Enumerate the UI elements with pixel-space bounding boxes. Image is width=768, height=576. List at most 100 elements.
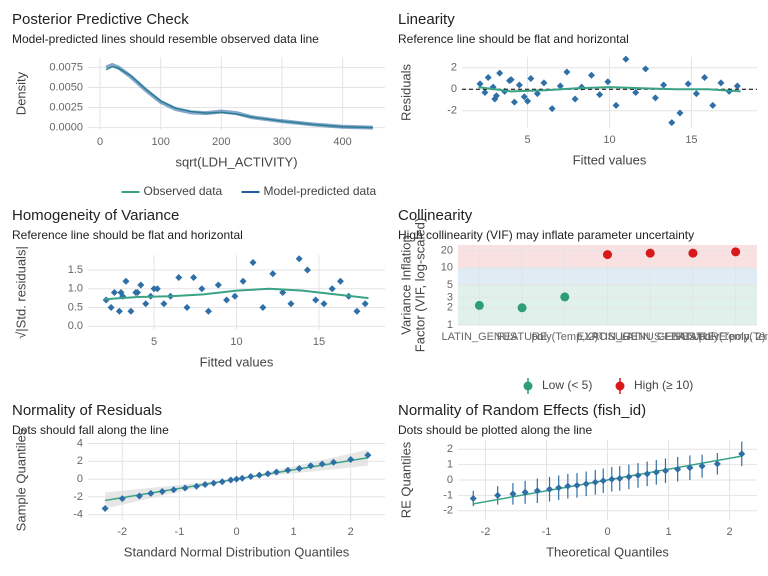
y-axis-label: Sample Quantiles: [13, 428, 28, 531]
point: [634, 471, 642, 479]
panel-subtitle: High collinearity (VIF) may inflate para…: [398, 228, 694, 242]
point: [582, 480, 590, 488]
smooth-line: [478, 86, 741, 93]
point: [247, 472, 255, 480]
point: [573, 481, 581, 489]
point: [622, 55, 630, 63]
point: [738, 450, 746, 458]
point: [509, 490, 517, 498]
x-tick-label: 200: [212, 136, 230, 148]
point: [587, 71, 595, 79]
y-tick-label: 1: [447, 319, 453, 331]
point: [632, 89, 640, 96]
point: [713, 460, 721, 468]
point: [701, 73, 709, 81]
x-tick-label: 5: [524, 134, 530, 146]
point: [255, 471, 263, 479]
point: [692, 90, 700, 98]
point: [668, 119, 676, 127]
y-axis-label: Factor (VIF, log-scaled): [412, 218, 427, 352]
y-axis-label: Density: [13, 71, 28, 115]
point: [533, 487, 541, 495]
point: [527, 75, 535, 83]
x-tick-label: 10: [230, 336, 242, 348]
panel-subtitle: Reference line should be flat and horizo…: [12, 228, 243, 242]
y-tick-label: 2: [451, 62, 457, 74]
point: [115, 307, 123, 315]
x-tick-label: 2: [726, 526, 732, 538]
point: [491, 95, 499, 103]
point: [651, 94, 659, 102]
point: [272, 468, 280, 476]
point: [214, 281, 222, 289]
point: [193, 482, 201, 490]
point: [556, 82, 564, 90]
point: [150, 285, 158, 293]
point: [210, 479, 218, 487]
point: [295, 255, 303, 263]
point: [564, 482, 572, 490]
point: [661, 467, 669, 475]
point: [110, 289, 118, 296]
x-tick-label: LATIN_GENUS:FEATURE: [586, 331, 715, 343]
vif-point: [645, 248, 655, 258]
panel-title: Normality of Residuals: [12, 402, 162, 419]
y-tick-label: 20: [441, 244, 453, 256]
y-tick-label: 2: [447, 302, 453, 314]
y-axis-label: Residuals: [398, 63, 413, 121]
x-tick-label: -2: [117, 526, 127, 538]
panel-title: Homogeneity of Variance: [12, 207, 179, 224]
point: [476, 80, 484, 88]
x-tick-label: 15: [313, 336, 325, 348]
point: [684, 80, 692, 88]
x-tick-label: EXPOSURE: [577, 331, 638, 343]
point: [330, 458, 338, 466]
point: [336, 277, 344, 285]
point: [521, 488, 529, 496]
point: [231, 292, 239, 300]
x-tick-label: LATIN_GENUS: [442, 331, 518, 343]
point: [555, 484, 563, 492]
point: [625, 473, 633, 481]
point: [117, 289, 125, 296]
point: [204, 307, 212, 315]
y-tick-label: 1: [447, 459, 453, 471]
point: [183, 304, 191, 311]
x-axis-label: Fitted values: [573, 152, 647, 167]
x-tick-label: 2: [348, 526, 354, 538]
point: [158, 488, 166, 496]
point: [481, 89, 489, 96]
point: [227, 476, 235, 484]
y-tick-label: 1.0: [68, 283, 83, 295]
density-line: [105, 65, 373, 129]
y-tick-label: 2: [77, 455, 83, 467]
y-tick-label: 0.0025: [49, 101, 83, 113]
vif-point: [731, 247, 741, 257]
point: [496, 69, 504, 77]
point: [137, 281, 145, 289]
point: [546, 485, 554, 493]
point: [733, 82, 741, 90]
y-tick-label: 0: [447, 474, 453, 486]
y-tick-label: -1: [443, 489, 453, 501]
point: [652, 468, 660, 476]
x-tick-label: FEATURE: [497, 331, 548, 343]
y-tick-label: 0.0: [68, 320, 83, 332]
y-tick-label: 0: [77, 473, 83, 485]
x-tick-label: 100: [152, 136, 170, 148]
point: [307, 462, 315, 470]
reference-line: [473, 455, 742, 505]
panel-title: Collinearity: [398, 207, 473, 224]
x-tick-label: 10: [603, 134, 615, 146]
x-axis-label: Fitted values: [200, 354, 274, 369]
x-axis-label: Theoretical Quantiles: [546, 544, 669, 559]
panel-title: Posterior Predictive Check: [12, 11, 189, 28]
point: [320, 300, 328, 308]
y-tick-label: 3: [447, 292, 453, 304]
panel-subtitle: Reference line should be flat and horizo…: [398, 32, 629, 46]
y-tick-label: 0.0000: [49, 121, 83, 133]
x-axis-label: Standard Normal Distribution Quantiles: [124, 544, 350, 559]
point: [361, 300, 369, 308]
point: [312, 296, 320, 304]
point: [563, 68, 571, 76]
